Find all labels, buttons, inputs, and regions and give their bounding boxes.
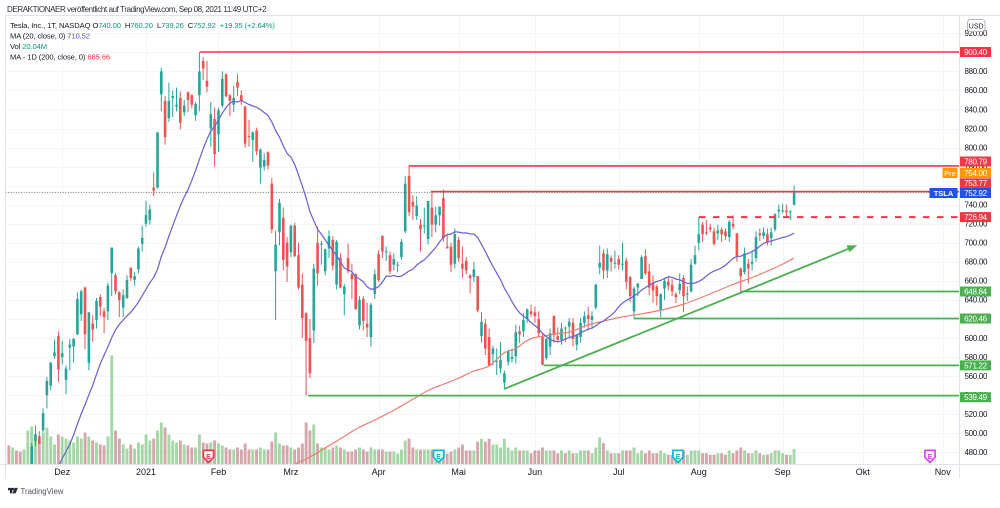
svg-text:680.00: 680.00 (965, 258, 989, 267)
svg-text:TSLA: TSLA (934, 189, 954, 198)
svg-text:571.22: 571.22 (964, 361, 988, 370)
svg-text:660.00: 660.00 (965, 277, 989, 286)
svg-text:740.00: 740.00 (965, 201, 989, 210)
svg-text:780.00: 780.00 (965, 162, 989, 171)
svg-text:900.40: 900.40 (964, 48, 988, 57)
svg-text:539.49: 539.49 (964, 393, 988, 402)
svg-text:880.00: 880.00 (965, 67, 989, 76)
svg-text:DERAKTIONAER veröffentlicht au: DERAKTIONAER veröffentlicht auf TradingV… (7, 5, 267, 14)
svg-text:Aug: Aug (691, 467, 707, 477)
svg-text:780.79: 780.79 (964, 157, 988, 166)
svg-text:Dez: Dez (54, 467, 71, 477)
svg-text:Vol 20.04M: Vol 20.04M (10, 42, 47, 51)
svg-text:700.00: 700.00 (965, 239, 989, 248)
svg-text:500.00: 500.00 (965, 429, 989, 438)
svg-text:Jul: Jul (613, 467, 625, 477)
svg-text:Tesla, Inc., 1T, NASDAQ O740.0: Tesla, Inc., 1T, NASDAQ O740.00 H760.20 … (10, 21, 275, 30)
svg-text:754.00: 754.00 (964, 169, 988, 178)
svg-text:600.00: 600.00 (965, 334, 989, 343)
svg-text:Mai: Mai (451, 467, 466, 477)
svg-text:648.84: 648.84 (964, 287, 988, 296)
svg-text:720.00: 720.00 (965, 220, 989, 229)
svg-text:726.94: 726.94 (964, 213, 988, 222)
svg-text:Feb: Feb (211, 467, 227, 477)
svg-text:840.00: 840.00 (965, 105, 989, 114)
svg-text:820.00: 820.00 (965, 124, 989, 133)
svg-text:E: E (206, 454, 211, 461)
svg-text:E: E (928, 454, 933, 461)
svg-text:Okt: Okt (856, 467, 871, 477)
svg-text:Apr: Apr (372, 467, 386, 477)
svg-text:752.92: 752.92 (964, 189, 988, 198)
svg-text:920.00: 920.00 (965, 29, 989, 38)
svg-text:Pre: Pre (944, 169, 956, 178)
svg-text:MA (20, close, 0) 710.52: MA (20, close, 0) 710.52 (10, 32, 90, 41)
svg-text:Jun: Jun (528, 467, 543, 477)
svg-text:560.00: 560.00 (965, 372, 989, 381)
svg-text:640.00: 640.00 (965, 296, 989, 305)
svg-text:Nov: Nov (935, 467, 952, 477)
svg-text:E: E (676, 454, 681, 461)
svg-text:480.00: 480.00 (965, 448, 989, 457)
svg-text:753.77: 753.77 (964, 179, 988, 188)
svg-text:800.00: 800.00 (965, 143, 989, 152)
svg-text:E: E (436, 454, 441, 461)
svg-text:520.00: 520.00 (965, 410, 989, 419)
svg-text:USD: USD (969, 24, 984, 31)
svg-text:860.00: 860.00 (965, 86, 989, 95)
svg-text:MA - 1D (200, close, 0) 685.66: MA - 1D (200, close, 0) 685.66 (10, 53, 110, 62)
svg-text:TradingView: TradingView (21, 487, 64, 496)
svg-text:2021: 2021 (136, 467, 156, 477)
svg-text:620.46: 620.46 (964, 314, 988, 323)
svg-text:580.00: 580.00 (965, 353, 989, 362)
svg-text:Sep: Sep (775, 467, 791, 477)
svg-text:Mrz: Mrz (283, 467, 298, 477)
